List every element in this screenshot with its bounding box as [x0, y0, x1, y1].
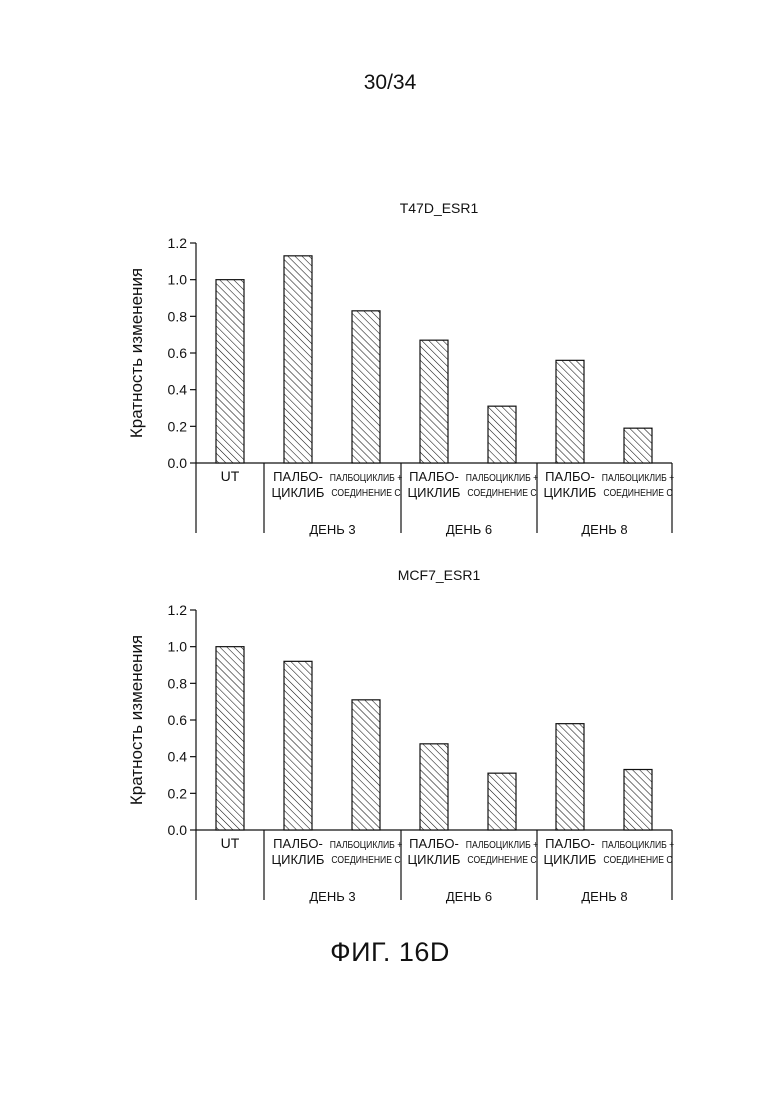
bar: [488, 773, 516, 830]
bar: [284, 661, 312, 830]
y-tick-label: 0.0: [168, 455, 188, 471]
group-label: ДЕНЬ 6: [446, 889, 492, 904]
y-tick-label: 0.6: [168, 712, 188, 728]
x-tick-label: ПАЛБО-: [273, 836, 323, 851]
y-axis-label: Кратность изменения: [127, 268, 146, 438]
chart-mcf7-esr1: MCF7_ESR1 Кратность изменения 0.0 0.2 0.4 0.6…: [0, 562, 780, 912]
bar: [556, 360, 584, 463]
x-tick-label: ПАЛБОЦИКЛИБ +: [466, 839, 539, 851]
y-tick-label: 1.0: [168, 639, 188, 655]
x-tick-label: ПАЛБО-: [545, 836, 595, 851]
figure-caption: ФИГ. 16D: [0, 937, 780, 968]
x-tick-label: ПАЛБО-: [545, 469, 595, 484]
bar-chart-svg: MCF7_ESR1 Кратность изменения 0.0 0.2 0.4 0.6…: [0, 562, 780, 912]
chart-t47d-esr1: T47D_ESR1 Кратность изменения 0.0 0.2 0.4 0.6…: [0, 195, 780, 545]
x-tick-label: ЦИКЛИБ: [544, 485, 597, 500]
bar: [352, 700, 380, 830]
x-tick-label: СОЕДИНЕНИЕ С: [331, 854, 400, 866]
x-tick-label: ПАЛБО-: [409, 836, 459, 851]
y-tick-label: 0.6: [168, 345, 188, 361]
group-label: ДЕНЬ 8: [581, 522, 627, 537]
chart-title: MCF7_ESR1: [398, 567, 481, 583]
x-tick-label: ПАЛБОЦИКЛИБ +: [602, 839, 675, 851]
bar: [624, 770, 652, 831]
group-label: ДЕНЬ 3: [309, 889, 355, 904]
y-tick-label: 0.2: [168, 785, 188, 801]
bar: [284, 256, 312, 463]
bar: [352, 311, 380, 463]
x-tick-label: СОЕДИНЕНИЕ С: [603, 854, 672, 866]
y-tick-label: 1.0: [168, 272, 188, 288]
x-tick-label: ПАЛБО-: [273, 469, 323, 484]
x-tick-label: ПАЛБОЦИКЛИБ +: [330, 472, 403, 484]
y-tick-label: 1.2: [168, 235, 188, 251]
y-axis-label: Кратность изменения: [127, 635, 146, 805]
y-tick-label: 0.4: [168, 749, 188, 765]
x-tick-label: ЦИКЛИБ: [408, 485, 461, 500]
x-tick-label: ПАЛБО-: [409, 469, 459, 484]
bar: [216, 647, 244, 830]
group-label: ДЕНЬ 3: [309, 522, 355, 537]
bar-chart-svg: T47D_ESR1 Кратность изменения 0.0 0.2 0.4 0.6…: [0, 195, 780, 545]
x-tick-label: UT: [221, 468, 240, 484]
x-tick-label: ПАЛБОЦИКЛИБ +: [330, 839, 403, 851]
x-tick-label: ПАЛБОЦИКЛИБ +: [466, 472, 539, 484]
x-tick-label: ЦИКЛИБ: [408, 852, 461, 867]
x-tick-label: ПАЛБОЦИКЛИБ +: [602, 472, 675, 484]
y-tick-label: 0.8: [168, 675, 188, 691]
bar: [624, 428, 652, 463]
y-tick-label: 1.2: [168, 602, 188, 618]
y-tick-label: 0.2: [168, 418, 188, 434]
x-tick-label: UT: [221, 835, 240, 851]
bar: [488, 406, 516, 463]
y-tick-label: 0.0: [168, 822, 188, 838]
chart-title: T47D_ESR1: [400, 200, 479, 216]
x-tick-label: ЦИКЛИБ: [272, 852, 325, 867]
x-tick-label: СОЕДИНЕНИЕ С: [331, 487, 400, 499]
group-label: ДЕНЬ 6: [446, 522, 492, 537]
bar: [556, 724, 584, 830]
x-tick-label: СОЕДИНЕНИЕ С: [467, 854, 536, 866]
group-label: ДЕНЬ 8: [581, 889, 627, 904]
x-tick-label: ЦИКЛИБ: [272, 485, 325, 500]
bar: [216, 280, 244, 463]
x-tick-label: ЦИКЛИБ: [544, 852, 597, 867]
bar: [420, 744, 448, 830]
y-tick-label: 0.8: [168, 308, 188, 324]
x-tick-label: СОЕДИНЕНИЕ С: [467, 487, 536, 499]
y-tick-label: 0.4: [168, 382, 188, 398]
x-tick-label: СОЕДИНЕНИЕ С: [603, 487, 672, 499]
page-number: 30/34: [0, 71, 780, 95]
bar: [420, 340, 448, 463]
